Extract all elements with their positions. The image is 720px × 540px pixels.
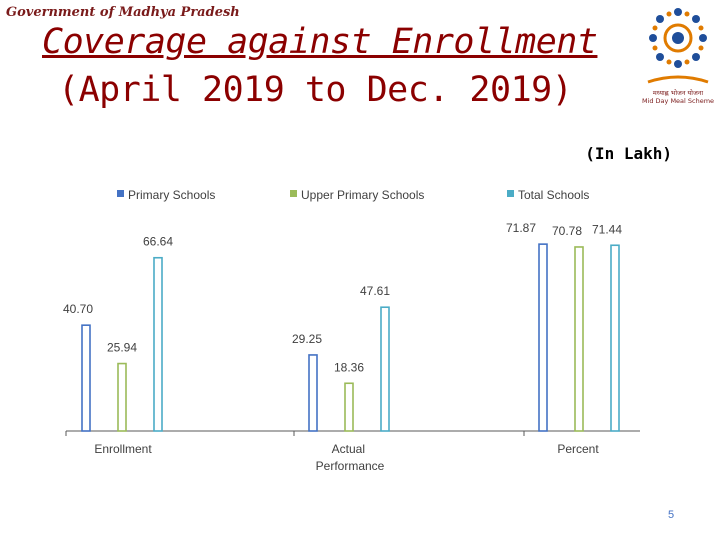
data-label-total-enrollment: 66.64 — [143, 235, 173, 249]
page-number: 5 — [668, 509, 675, 521]
bar-total-actual-performance — [380, 306, 390, 432]
data-label-primary-actual-performance: 29.25 — [292, 332, 322, 346]
legend-item-primary: Primary Schools — [117, 188, 215, 202]
bar-total-percent — [610, 244, 620, 432]
organization-label: Government of Madhya Pradesh — [6, 5, 240, 20]
legend-swatch-primary — [117, 190, 124, 197]
bar-primary-actual-performance — [308, 354, 318, 432]
bar-primary-percent — [538, 243, 548, 432]
data-label-upper-primary-actual-performance: 18.36 — [334, 360, 364, 374]
legend-item-total: Total Schools — [507, 188, 589, 202]
category-label-actual-performance: Actual Performance — [316, 442, 385, 473]
mid-day-meal-logo: मध्याह्न भोजन योजना Mid Day Meal Scheme — [642, 8, 714, 105]
legend-item-upper-primary: Upper Primary Schools — [290, 188, 424, 202]
legend-label-primary: Primary Schools — [128, 188, 215, 202]
legend-label-upper-primary: Upper Primary Schools — [301, 188, 424, 202]
data-label-total-percent: 71.44 — [592, 222, 622, 236]
bar-upper-primary-enrollment — [117, 362, 127, 432]
legend-label-total: Total Schools — [518, 188, 589, 202]
legend-swatch-total — [507, 190, 514, 197]
unit-note: (In Lakh) — [585, 144, 672, 163]
logo-caption-hindi: मध्याह्न भोजन योजना — [653, 89, 704, 97]
legend: Primary Schools Upper Primary Schools To… — [117, 188, 589, 202]
data-label-primary-percent: 71.87 — [506, 221, 536, 235]
slide-title: Coverage against Enrollment — [42, 22, 598, 62]
bar-primary-enrollment — [81, 324, 91, 432]
logo-emblem-icon — [647, 8, 709, 84]
data-label-upper-primary-percent: 70.78 — [552, 224, 582, 238]
logo-caption-english: Mid Day Meal Scheme — [642, 97, 714, 105]
data-label-total-actual-performance: 47.61 — [360, 284, 390, 298]
data-label-primary-enrollment: 40.70 — [63, 302, 93, 316]
category-label-percent: Percent — [557, 442, 599, 456]
bar-upper-primary-actual-performance — [344, 382, 354, 432]
legend-swatch-upper-primary — [290, 190, 297, 197]
bar-total-enrollment — [153, 256, 163, 432]
slide-subtitle: (April 2019 to Dec. 2019) — [58, 70, 573, 110]
data-label-upper-primary-enrollment: 25.94 — [107, 341, 137, 355]
bar-upper-primary-percent — [574, 246, 584, 432]
category-label-enrollment: Enrollment — [94, 442, 152, 456]
